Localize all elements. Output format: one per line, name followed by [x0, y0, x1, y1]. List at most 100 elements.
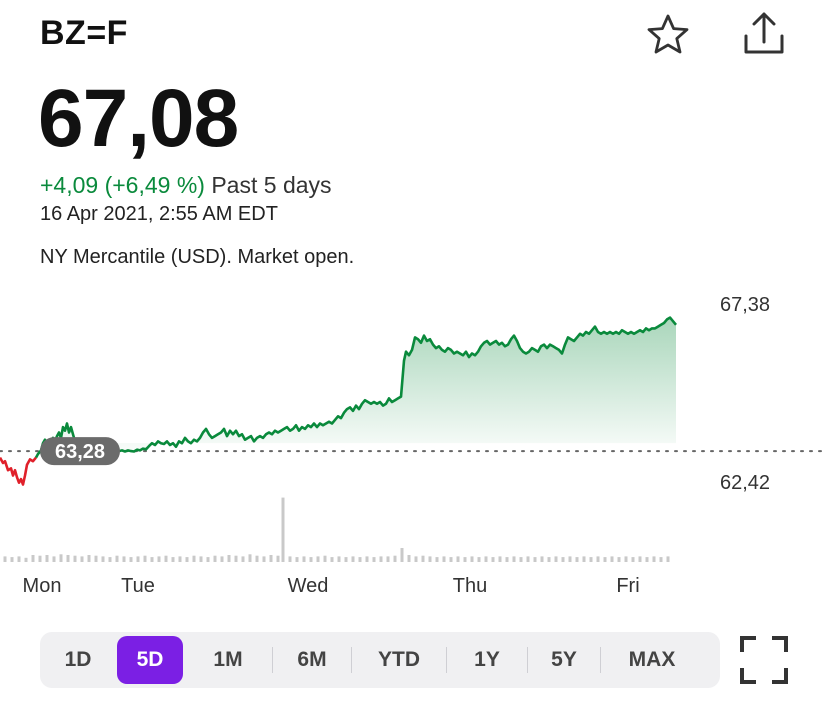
volume-bar: [185, 557, 189, 562]
volume-bar: [386, 556, 390, 562]
range-tab-ytd[interactable]: YTD: [378, 648, 420, 671]
price-area-fill: [41, 317, 676, 454]
volume-bar: [638, 556, 642, 562]
price-change-line: +4,09 (+6,49 %) Past 5 days: [40, 172, 332, 199]
volume-bar: [547, 557, 551, 562]
change-period: Past 5 days: [211, 172, 332, 198]
volume-bar: [136, 556, 140, 562]
volume-bar: [276, 555, 280, 562]
volume-bar: [171, 557, 175, 562]
range-tab-6m[interactable]: 6M: [297, 648, 327, 671]
volume-bar: [288, 556, 292, 562]
watchlist-star-button[interactable]: [640, 8, 696, 64]
volume-bar: [87, 555, 91, 562]
volume-bar: [540, 556, 544, 562]
volume-bar: [582, 556, 586, 562]
volume-bar: [101, 556, 105, 562]
volume-bar: [372, 557, 376, 562]
range-tab-5y[interactable]: 5Y: [551, 648, 577, 671]
volume-bar: [115, 555, 119, 562]
volume-bar: [645, 557, 649, 562]
volume-bar: [365, 556, 369, 562]
volume-bar: [143, 555, 147, 562]
volume-bar: [178, 556, 182, 562]
volume-bar: [344, 557, 348, 562]
volume-bar: [379, 556, 383, 562]
y-tick-high: 67,38: [720, 294, 770, 316]
volume-bar: [358, 557, 362, 562]
volume-bar: [554, 556, 558, 562]
volume-bar: [255, 555, 259, 562]
volume-bar: [220, 556, 224, 562]
range-separator: [600, 647, 601, 673]
volume-bar: [442, 556, 446, 562]
volume-bar: [470, 556, 474, 562]
volume-bar: [66, 555, 70, 562]
volume-bar: [73, 555, 77, 562]
range-tab-1d[interactable]: 1D: [64, 648, 92, 671]
y-tick-low: 62,42: [720, 472, 770, 494]
x-axis-label-mon: Mon: [23, 575, 62, 597]
volume-bar: [206, 557, 210, 562]
volume-bar: [59, 554, 63, 562]
volume-bar: [603, 557, 607, 562]
volume-bar: [624, 556, 628, 562]
share-icon: [744, 12, 784, 54]
volume-bar: [38, 555, 42, 562]
x-axis-label-tue: Tue: [121, 575, 155, 597]
range-separator: [272, 647, 273, 673]
volume-bar: [505, 557, 509, 562]
volume-bar: [589, 557, 593, 562]
volume-bar: [351, 556, 355, 562]
volume-bar: [234, 555, 238, 562]
volume-bar: [192, 555, 196, 562]
volume-bar: [617, 557, 621, 562]
volume-bar: [666, 556, 670, 562]
volume-bar: [519, 557, 523, 562]
volume-bar: [414, 556, 418, 562]
volume-bar: [561, 557, 565, 562]
volume-bar: [456, 556, 460, 562]
fullscreen-icon: [740, 636, 788, 684]
volume-bar: [435, 557, 439, 562]
volume-bar: [302, 556, 306, 562]
volume-bar: [512, 556, 516, 562]
current-price: 67,08: [38, 73, 239, 164]
volume-bar: [108, 557, 112, 562]
volume-bar: [241, 556, 245, 562]
star-outline-icon: [647, 14, 689, 54]
volume-bar: [248, 554, 252, 562]
volume-bar: [533, 557, 537, 562]
volume-bar: [337, 556, 341, 562]
volume-bar: [428, 556, 432, 562]
volume-bar: [122, 556, 126, 562]
price-change: +4,09 (+6,49 %): [40, 172, 205, 198]
range-tab-max[interactable]: MAX: [628, 648, 676, 671]
volume-bar: [150, 557, 154, 562]
volume-bar: [17, 556, 21, 562]
volume-bar: [80, 556, 84, 562]
volume-bar: [24, 557, 28, 562]
volume-bar: [31, 555, 35, 562]
volume-bar: [45, 555, 49, 562]
volume-bar: [449, 557, 453, 562]
volume-bar: [227, 555, 231, 562]
volume-bar: [199, 556, 203, 562]
range-tab-1y[interactable]: 1Y: [474, 648, 500, 671]
volume-bar: [491, 557, 495, 562]
x-axis-label-wed: Wed: [288, 575, 329, 597]
volume-bar: [330, 557, 334, 562]
volume-bar: [129, 557, 133, 562]
price-chart[interactable]: 63,28 67,38 62,42 Mon Tue Wed Thu Fri: [0, 282, 828, 602]
price-line-up: [34, 316, 677, 459]
volume-bar: [596, 556, 600, 562]
volume-bar: [52, 556, 56, 562]
range-tab-5d[interactable]: 5D: [117, 636, 183, 684]
ticker-symbol: BZ=F: [40, 14, 128, 52]
fullscreen-button[interactable]: [738, 634, 790, 686]
range-tab-1m[interactable]: 1M: [213, 648, 243, 671]
share-button[interactable]: [736, 6, 792, 62]
volume-bar: [269, 555, 273, 562]
previous-close-value: 63,28: [55, 441, 105, 463]
volume-bar: [631, 557, 635, 562]
